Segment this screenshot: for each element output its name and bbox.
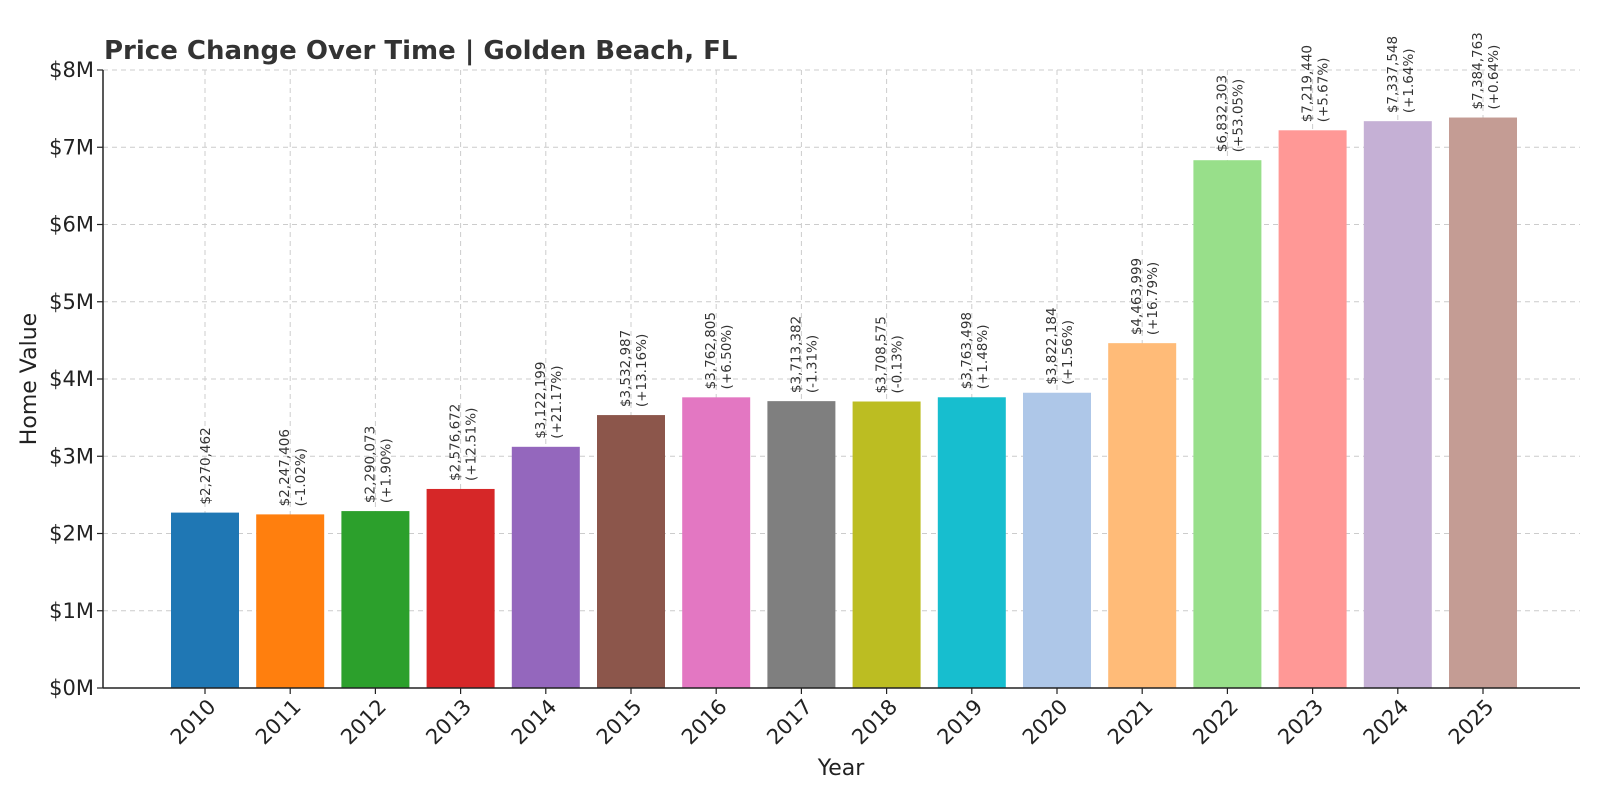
x-tick-labels: 2010 2011 2012 2013 2014 2015 2016 2017 2018 2019… [166, 688, 1499, 749]
bar-change-label: (+1.48%) [975, 325, 991, 390]
bar-2021 [1108, 343, 1177, 688]
bar-2023 [1278, 130, 1347, 688]
y-tick-label: $5M [49, 290, 94, 314]
x-tick-label: 2016 [677, 695, 732, 750]
bar-value-label: $3,763,498 [959, 312, 975, 389]
y-axis-label: Home Value [17, 313, 42, 445]
bar-label-2010: $2,270,462 [198, 427, 214, 504]
bar-change-label: (+16.79%) [1145, 262, 1161, 335]
bar-label-2013: $2,576,672 (+12.51%) [448, 404, 480, 481]
chart-title: Price Change Over Time | Golden Beach, F… [104, 36, 737, 66]
x-tick-label: 2021 [1103, 695, 1158, 750]
y-tick-label: $0M [49, 676, 94, 700]
x-tick-label: 2024 [1359, 695, 1414, 750]
bar-change-label: (+1.90%) [378, 438, 394, 503]
bar-2011 [256, 514, 325, 688]
x-tick-label: 2018 [847, 695, 902, 750]
bar-change-label: (-1.31%) [804, 335, 820, 393]
y-tick-labels: $0M $1M $2M $3M $4M $5M $6M $7M $8M [49, 58, 103, 700]
bar-value-label: $6,832,303 [1214, 75, 1230, 152]
bar-2022 [1193, 160, 1262, 688]
bar-label-2023: $7,219,440 (+5.67%) [1300, 45, 1332, 122]
bar-2019 [937, 397, 1006, 688]
bar-2018 [852, 401, 921, 688]
bar-labels-layer: $2,270,462 $2,247,406 (-1.02%) $2,290,073 (+… [198, 32, 1502, 506]
bar-2013 [426, 488, 495, 688]
bar-value-label: $3,713,382 [788, 316, 804, 393]
bar-value-label: $3,532,987 [618, 330, 634, 407]
bar-change-label: (+0.64%) [1486, 45, 1502, 110]
bar-value-label: $7,337,548 [1385, 36, 1401, 113]
bar-2010 [171, 512, 239, 688]
bar-value-label: $3,122,199 [533, 362, 549, 439]
x-tick-label: 2017 [762, 695, 817, 750]
bar-label-2011: $2,247,406 (-1.02%) [277, 429, 309, 506]
bar-change-label: (+6.50%) [719, 325, 735, 390]
bar-value-label: $7,219,440 [1300, 45, 1316, 122]
x-tick-label: 2020 [1018, 695, 1073, 750]
y-tick-label: $2M [49, 522, 94, 546]
y-tick-label: $7M [49, 135, 94, 159]
x-tick-label: 2015 [592, 695, 647, 750]
bar-change-label: (+53.05%) [1230, 79, 1246, 152]
x-tick-label: 2012 [336, 695, 391, 750]
bars-layer [171, 117, 1517, 689]
bar-value-label: $3,708,575 [874, 316, 890, 393]
bar-label-2018: $3,708,575 (-0.13%) [874, 316, 906, 393]
bar-2015 [597, 415, 665, 688]
bar-label-2021: $4,463,999 (+16.79%) [1129, 258, 1161, 335]
bar-label-2015: $3,532,987 (+13.16%) [618, 330, 650, 407]
y-tick-label: $3M [49, 444, 94, 468]
bar-label-2019: $3,763,498 (+1.48%) [959, 312, 991, 389]
y-tick-label: $6M [49, 213, 94, 237]
bar-value-label: $7,384,763 [1470, 32, 1486, 109]
x-tick-label: 2025 [1444, 695, 1499, 750]
bar-change-label: (+12.51%) [464, 408, 480, 481]
y-tick-label: $8M [49, 58, 94, 82]
bar-label-2014: $3,122,199 (+21.17%) [533, 362, 565, 439]
bar-2016 [682, 397, 751, 688]
bar-2012 [341, 511, 410, 688]
x-tick-label: 2019 [933, 695, 988, 750]
bar-change-label: (+5.67%) [1316, 58, 1332, 123]
bar-value-label: $2,247,406 [277, 429, 293, 506]
bar-label-2017: $3,713,382 (-1.31%) [788, 316, 820, 393]
bar-label-2024: $7,337,548 (+1.64%) [1385, 36, 1417, 113]
bar-change-label: (+21.17%) [549, 365, 565, 438]
bar-2017 [767, 401, 836, 688]
bar-change-label: (+1.56%) [1060, 320, 1076, 385]
bar-label-2012: $2,290,073 (+1.90%) [362, 426, 394, 503]
bar-2024 [1363, 121, 1432, 688]
bar-value-label: $2,290,073 [362, 426, 378, 503]
x-tick-label: 2011 [251, 695, 306, 750]
bar-label-2025: $7,384,763 (+0.64%) [1470, 32, 1502, 109]
y-tick-label: $4M [49, 367, 94, 391]
bar-value-label: $2,270,462 [198, 427, 214, 504]
grid-layer [103, 69, 1580, 688]
bar-value-label: $3,762,805 [703, 312, 719, 389]
x-tick-label: 2022 [1188, 695, 1243, 750]
bar-change-label: (+13.16%) [634, 334, 650, 407]
bar-label-2022: $6,832,303 (+53.05%) [1214, 75, 1246, 152]
bar-value-label: $2,576,672 [448, 404, 464, 481]
bar-2020 [1023, 392, 1091, 688]
x-tick-label: 2013 [421, 695, 476, 750]
bar-change-label: (+1.64%) [1401, 48, 1417, 113]
bar-value-label: $3,822,184 [1044, 307, 1060, 384]
bar-label-2020: $3,822,184 (+1.56%) [1044, 307, 1076, 384]
bar-2014 [511, 446, 580, 688]
y-tick-label: $1M [49, 599, 94, 623]
bar-change-label: (-0.13%) [890, 335, 906, 393]
bar-2025 [1449, 117, 1517, 689]
x-tick-label: 2014 [507, 695, 562, 750]
bar-change-label: (-1.02%) [293, 448, 309, 506]
bar-value-label: $4,463,999 [1129, 258, 1145, 335]
bar-label-2016: $3,762,805 (+6.50%) [703, 312, 735, 389]
x-axis-label: Year [817, 756, 866, 781]
x-tick-label: 2023 [1273, 695, 1328, 750]
x-tick-label: 2010 [166, 695, 221, 750]
